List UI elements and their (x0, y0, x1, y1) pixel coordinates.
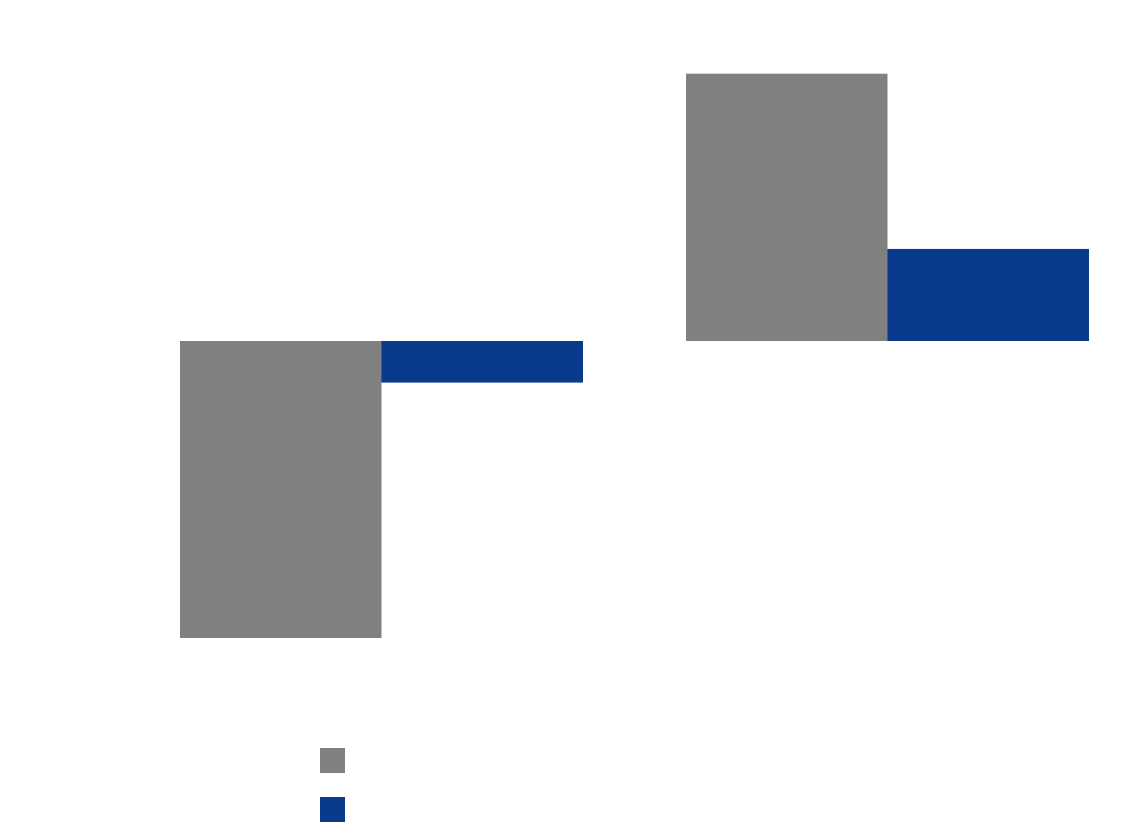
legend (320, 748, 345, 822)
legend-swatch-series2 (320, 797, 345, 822)
bar-series2-group2 (887, 248, 1089, 341)
bar-series1-group2 (686, 73, 888, 341)
legend-swatch-series1 (320, 748, 345, 773)
bars-layer (180, 73, 1089, 638)
bar-series2-group1 (381, 341, 583, 383)
bar-series1-group1 (180, 341, 382, 638)
